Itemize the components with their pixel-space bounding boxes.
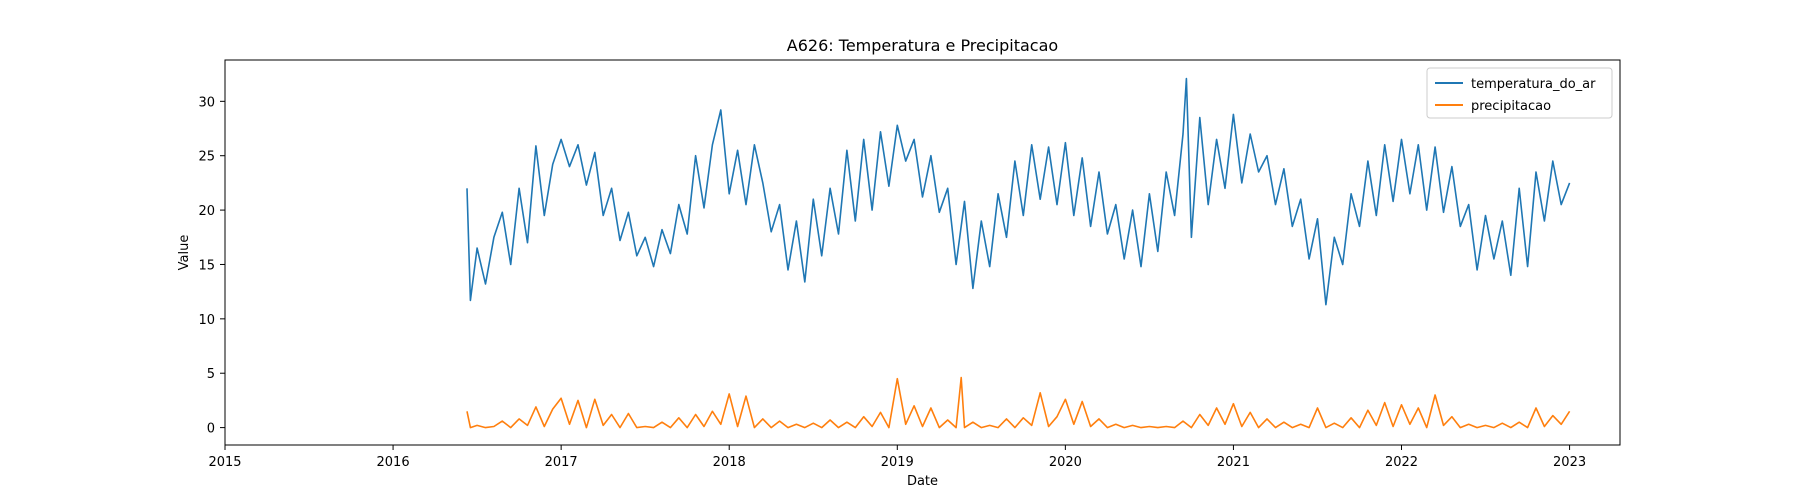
x-tick-label: 2015 bbox=[208, 455, 241, 470]
y-tick-label: 10 bbox=[198, 313, 215, 328]
y-tick-label: 5 bbox=[207, 367, 215, 382]
chart-title: A626: Temperatura e Precipitacao bbox=[787, 36, 1058, 55]
plot-frame bbox=[224, 59, 1621, 446]
legend: temperatura_do_ar precipitacao bbox=[1426, 67, 1613, 119]
y-tick-label: 30 bbox=[198, 95, 215, 110]
y-tick-label: 25 bbox=[198, 150, 215, 165]
legend-label-precipitacao: precipitacao bbox=[1471, 99, 1551, 114]
y-axis: 0 5 10 15 20 25 30 bbox=[198, 95, 225, 437]
x-axis-title: Date bbox=[907, 474, 938, 489]
y-tick-label: 15 bbox=[198, 258, 215, 273]
x-tick-label: 2016 bbox=[377, 455, 410, 470]
x-tick-label: 2023 bbox=[1553, 455, 1586, 470]
y-axis-title: Value bbox=[177, 235, 192, 271]
plot-series bbox=[466, 77, 1571, 429]
y-tick-label: 20 bbox=[198, 204, 215, 219]
series-line-precipitacao bbox=[466, 376, 1571, 429]
x-tick-label: 2021 bbox=[1217, 455, 1250, 470]
x-axis: 2015 2016 2017 2018 2019 2020 2021 2022 2023 bbox=[208, 445, 1586, 470]
x-tick-label: 2018 bbox=[713, 455, 746, 470]
series-line-temperatura_do_ar bbox=[466, 77, 1571, 306]
legend-box bbox=[1426, 67, 1613, 119]
x-tick-label: 2017 bbox=[545, 455, 578, 470]
legend-label-temperatura_do_ar: temperatura_do_ar bbox=[1471, 77, 1596, 92]
x-tick-label: 2022 bbox=[1385, 455, 1418, 470]
y-tick-label: 0 bbox=[207, 422, 215, 437]
x-tick-label: 2020 bbox=[1049, 455, 1082, 470]
x-tick-label: 2019 bbox=[881, 455, 914, 470]
